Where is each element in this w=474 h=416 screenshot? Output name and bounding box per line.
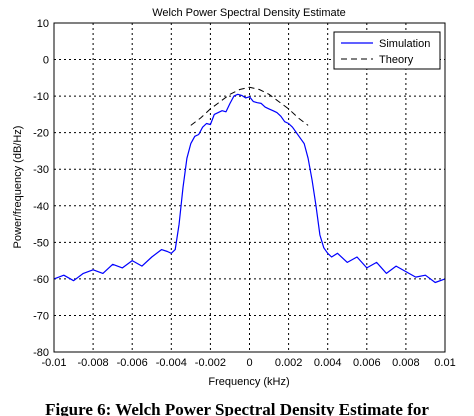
legend-box (333, 31, 441, 70)
y-tick-label: -50 (33, 237, 49, 249)
plot-area (54, 23, 445, 352)
x-tick-label: -0.008 (77, 357, 108, 369)
y-axis-label: Power/frequency (dB/Hz) (12, 126, 24, 249)
x-tick-label: -0.006 (117, 357, 148, 369)
x-tick-label: 0.01 (434, 357, 455, 369)
y-tick-label: -30 (33, 164, 49, 176)
y-tick-label: -20 (33, 128, 49, 140)
x-tick-label: 0.004 (314, 357, 342, 369)
legend: Simulation Theory (333, 31, 441, 70)
plot-frame (53, 22, 446, 353)
x-tick-labels: -0.01 -0.008 -0.006 -0.004 -0.002 0 0.002 0.004… (41, 357, 455, 369)
y-tick-label: 10 (37, 18, 49, 30)
chart-title: Welch Power Spectral Density Estimate (152, 7, 346, 19)
data-series (53, 86, 446, 284)
x-tick-label: -0.004 (156, 357, 187, 369)
psd-chart: -0.01 -0.008 -0.006 -0.004 -0.002 0 0.002 0.004… (12, 7, 456, 388)
legend-label-simulation: Simulation (379, 38, 430, 50)
x-tick-label: 0.006 (353, 357, 381, 369)
y-tick-label: -10 (33, 91, 49, 103)
y-tick-label: 0 (43, 55, 49, 67)
figure-caption: Figure 6: Welch Power Spectral Density E… (45, 400, 429, 416)
x-tick-label: 0.002 (275, 357, 303, 369)
x-tick-label: -0.01 (41, 357, 66, 369)
y-tick-label: -70 (33, 310, 49, 322)
x-tick-label: 0.008 (392, 357, 420, 369)
series-line-theory (190, 86, 309, 126)
x-tick-label: -0.002 (195, 357, 226, 369)
y-tick-label: -40 (33, 201, 49, 213)
y-tick-label: -80 (33, 347, 49, 359)
x-axis-label: Frequency (kHz) (208, 376, 289, 388)
series-line-simulation (53, 93, 446, 284)
legend-label-theory: Theory (379, 54, 414, 66)
x-tick-label: 0 (246, 357, 252, 369)
y-tick-label: -60 (33, 274, 49, 286)
y-tick-labels: 10 0 -10 -20 -30 -40 -50 -60 -70 -80 (33, 18, 49, 359)
